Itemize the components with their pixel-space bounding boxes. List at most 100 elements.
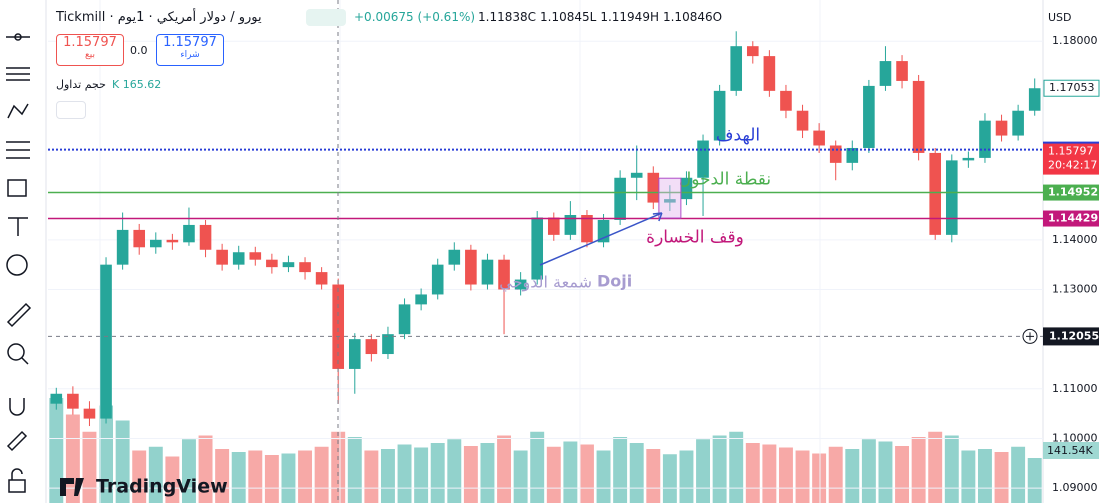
volume-bar	[430, 443, 445, 503]
candle-body	[67, 393, 79, 409]
candle-body	[116, 229, 129, 265]
candle-body	[216, 249, 228, 265]
candle-body	[829, 145, 842, 163]
volume-bar	[944, 435, 959, 503]
candle-body	[498, 259, 510, 290]
volume-bar	[380, 449, 395, 503]
volume-bar	[961, 450, 976, 503]
sell-button[interactable]: 1.15797 بيع	[56, 34, 124, 66]
candle-body	[979, 120, 991, 158]
doji-arrow	[539, 212, 663, 266]
volume-label: 141.54K	[1047, 444, 1093, 457]
volume-bar	[231, 452, 246, 503]
volume-bar	[281, 453, 296, 503]
branding-logo	[60, 478, 84, 496]
collapse-button[interactable]	[56, 101, 86, 119]
candle-body	[564, 215, 577, 235]
volume-bar	[397, 444, 412, 503]
bid-price: 1.15797	[1048, 145, 1094, 158]
volume-bar	[480, 443, 495, 503]
candle-body	[465, 249, 477, 285]
volume-bar	[679, 450, 694, 503]
volume-bar	[248, 450, 263, 503]
crosshair-price: 1.12055	[1049, 329, 1099, 342]
level-price-box	[1043, 210, 1099, 227]
candle-body	[398, 304, 411, 335]
candle-body	[415, 294, 427, 305]
candle-body	[879, 61, 892, 86]
volume-bar	[1027, 458, 1042, 503]
y-tick-label: 1.14000	[1052, 233, 1098, 246]
volume-bar	[795, 450, 810, 503]
candle-body	[614, 177, 626, 220]
volume-bar	[629, 443, 644, 503]
candle-body	[630, 172, 643, 178]
volume-bar	[828, 446, 843, 503]
doji-latin: Doji	[597, 272, 632, 291]
volume-bar	[215, 449, 230, 503]
overlays: الهدف نقطة الدخول وقف الخسارة Doji شمعة الدو…	[48, 0, 1043, 503]
volume-bar	[49, 398, 64, 503]
toolbar	[0, 0, 46, 503]
candle-body	[50, 393, 63, 404]
candle-body	[199, 224, 212, 250]
candle-body	[149, 239, 162, 248]
y-tick-label: 1.10000	[1052, 431, 1098, 444]
volume-bar	[198, 435, 213, 503]
candle-body	[1012, 110, 1024, 136]
candle-body	[680, 177, 693, 200]
doji-box	[658, 177, 682, 219]
level-name: الهدف	[716, 126, 760, 146]
price-axis: 1.18000 1.14000 1.13000 1.11000 1.10000 1.090…	[1043, 34, 1100, 494]
volume-bar	[148, 446, 163, 503]
currency[interactable]: USD	[1048, 11, 1072, 24]
candle-body	[133, 229, 146, 248]
volume-bar	[1011, 446, 1026, 503]
status-badge[interactable]	[306, 9, 346, 26]
candle-body	[647, 172, 660, 203]
volume-bar	[812, 453, 827, 503]
sell-label: بيع	[84, 50, 95, 60]
candle-body	[332, 284, 345, 369]
volume-bar	[895, 446, 910, 503]
volume-bar	[911, 437, 926, 503]
buy-price: 1.15797	[163, 35, 217, 50]
buy-button[interactable]: 1.15797 شراء	[156, 34, 224, 66]
volume-bar	[563, 441, 578, 503]
candle-body	[299, 262, 311, 273]
symbol[interactable]: يورو / دولار أمريكي · 1يوم · Tickmill	[56, 10, 262, 25]
volume-bar	[264, 455, 279, 503]
toolbar-icons[interactable]	[6, 33, 32, 493]
volume-bar	[646, 449, 661, 503]
volume-bar	[729, 431, 744, 503]
volume-bar	[298, 450, 313, 503]
candle-body	[929, 152, 942, 235]
candle-body	[183, 224, 195, 243]
volume-bar	[613, 437, 628, 503]
level-price: 1.14429	[1048, 212, 1098, 225]
bid-box	[1043, 143, 1099, 175]
volume-bar	[878, 441, 893, 503]
candle-body	[514, 279, 527, 290]
level-name: نقطة الدخول	[679, 170, 771, 190]
candle-body	[448, 249, 461, 265]
candle-body	[348, 339, 361, 369]
candle-body	[912, 80, 925, 153]
candle-body	[83, 408, 96, 419]
volume-bar	[347, 437, 362, 503]
ohlc: 1.11838C 1.10845L 1.11949H 1.10846O	[478, 10, 726, 24]
ohlc-value: 1.11838C	[478, 10, 537, 24]
branding: TradingView	[96, 476, 228, 498]
volume-bar	[513, 450, 528, 503]
volume-bar	[463, 446, 478, 503]
candle-body	[896, 61, 908, 81]
volume-bar	[977, 449, 992, 503]
volume-bar	[994, 452, 1009, 503]
candles	[50, 31, 1041, 427]
spread: 0.0	[130, 44, 148, 57]
candle-body	[780, 90, 792, 111]
crosshair-plus-sign	[1026, 332, 1034, 341]
candle-body	[697, 140, 709, 178]
volume-label: حجم تداول	[56, 78, 106, 91]
